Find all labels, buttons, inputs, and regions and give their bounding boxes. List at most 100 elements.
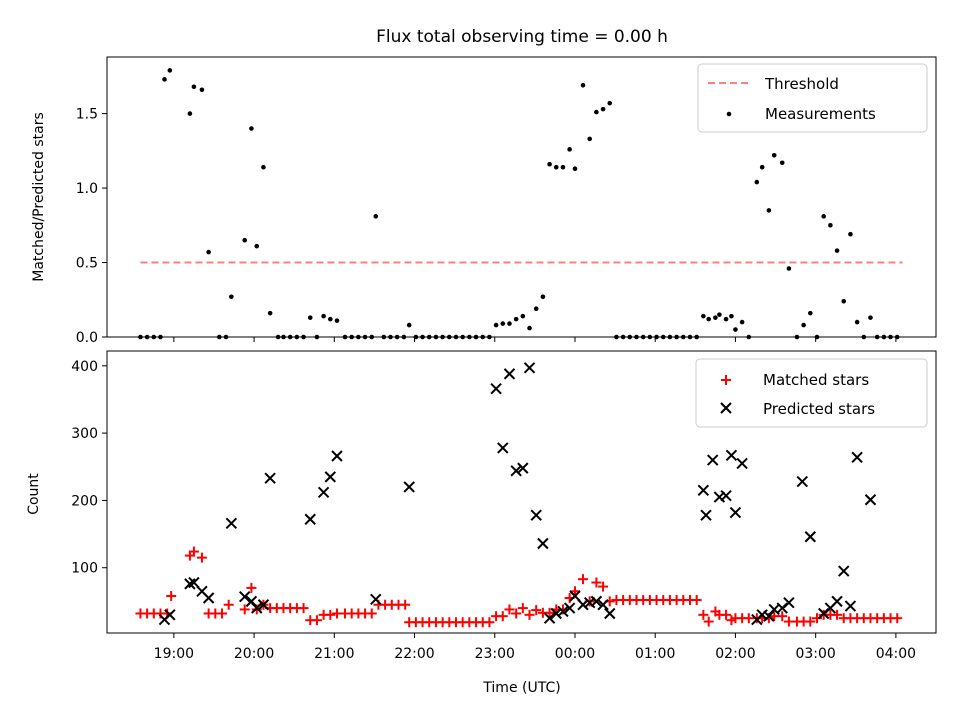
matched-star-point — [524, 609, 535, 620]
matched-star-point — [805, 616, 816, 627]
predicted-star-point — [851, 451, 863, 464]
measurement-point — [254, 243, 260, 249]
measurement-point — [779, 160, 785, 166]
predicted-star-point — [530, 509, 542, 521]
top-legend-box — [697, 63, 928, 133]
measurement-point — [560, 164, 566, 170]
bottom-y-tick-label: 100 — [71, 561, 98, 577]
predicted-star-point — [563, 602, 576, 614]
matched-star-point — [239, 604, 250, 615]
bottom-y-axis-label: Count — [26, 473, 42, 515]
measurement-point — [600, 106, 606, 112]
matched-star-point — [400, 599, 411, 610]
measurement-point — [828, 222, 833, 228]
predicted-star-point — [370, 593, 382, 606]
measurement-point — [706, 316, 711, 322]
matched-star-point — [531, 605, 542, 616]
measurement-point — [547, 161, 552, 167]
matched-star-point — [691, 595, 702, 606]
predicted-star-point — [251, 602, 263, 614]
measurement-point — [759, 164, 765, 170]
matched-star-point — [544, 607, 555, 618]
measurement-point — [533, 306, 539, 312]
matched-star-point — [311, 615, 322, 626]
predicted-star-point — [517, 462, 529, 474]
measurement-point — [507, 321, 512, 326]
x-tick-label: 02:00 — [715, 646, 755, 662]
top-y-tick-label: 1.0 — [76, 181, 98, 197]
top-y-tick-label: 0.5 — [76, 256, 98, 272]
measurement-point — [553, 164, 559, 170]
matched-star-point — [721, 609, 732, 620]
measurement-point — [821, 214, 826, 219]
matched-star-point — [832, 609, 843, 620]
matched-star-point — [246, 582, 257, 593]
bottom-legend: Matched stars Predicted stars — [695, 358, 928, 428]
predicted-star-point — [706, 454, 719, 466]
top-axes-frame — [106, 56, 937, 338]
measurement-point — [868, 315, 873, 320]
top-y-tick-label: 1.5 — [76, 107, 98, 123]
measurement-point — [229, 294, 234, 300]
predicted-legend-label: Predicted stars — [763, 400, 875, 418]
top-plot-area: 0.0 0.5 1.0 1.5 — [76, 68, 903, 346]
predicted-legend-marker — [720, 402, 732, 414]
matched-legend-marker — [721, 375, 731, 385]
predicted-star-point — [831, 595, 843, 608]
predicted-star-point — [202, 592, 215, 604]
matched-star-point — [166, 590, 177, 601]
matched-star-point — [591, 577, 602, 588]
measurement-point — [848, 231, 853, 237]
predicted-star-point — [569, 590, 581, 602]
matched-star-point — [223, 599, 234, 610]
measurement-point — [713, 315, 718, 320]
predicted-star-point — [188, 576, 200, 589]
predicted-star-point — [543, 612, 556, 624]
predicted-star-point — [304, 513, 316, 525]
predicted-star-point — [537, 537, 549, 550]
predicted-star-point — [597, 599, 609, 611]
measurement-point — [167, 68, 173, 73]
x-tick-label: 04:00 — [876, 646, 916, 662]
measurement-point — [406, 322, 412, 328]
predicted-star-point — [510, 465, 522, 477]
x-tick-label: 23:00 — [475, 646, 515, 662]
measurement-point — [786, 266, 792, 271]
bottom-y-tick-label: 400 — [71, 359, 98, 375]
matched-star-point — [511, 608, 522, 619]
measurement-point — [527, 325, 532, 331]
bottom-y-tick-label: 200 — [71, 493, 98, 509]
measurement-point — [733, 327, 738, 332]
measurement-point — [771, 152, 777, 158]
measurement-point — [841, 298, 847, 304]
predicted-star-point — [403, 481, 415, 493]
top-panel: Matched/Predicted stars 0.0 0.5 1.0 1.5 Thr… — [31, 56, 937, 346]
predicted-star-point — [264, 472, 276, 484]
x-tick-label: 19:00 — [154, 646, 194, 662]
measurement-point — [729, 313, 734, 319]
bottom-plot-area: 100 200 300 400 19:00 20:00 21:00 22:00 23:00 00:… — [71, 359, 916, 662]
top-y-axis-label: Matched/Predicted stars — [31, 112, 47, 282]
matched-star-point — [598, 581, 609, 592]
matched-legend-label: Matched stars — [763, 371, 869, 389]
x-tick-label: 21:00 — [314, 646, 354, 662]
predicted-star-point — [550, 607, 562, 620]
measurement-point — [580, 82, 586, 88]
measurement-point — [191, 84, 197, 90]
x-tick-label: 01:00 — [635, 646, 675, 662]
predicted-star-point — [736, 457, 748, 470]
matched-star-point — [504, 604, 515, 615]
measurement-point — [808, 310, 813, 316]
measurement-point — [567, 147, 572, 152]
x-tick-label: 00:00 — [555, 646, 595, 662]
bottom-legend-box — [695, 358, 928, 428]
predicted-star-point — [783, 597, 795, 609]
predicted-star-point — [604, 607, 616, 620]
matched-star-point — [703, 616, 714, 627]
top-y-tick-label: 0.0 — [76, 330, 98, 346]
measurement-point — [206, 249, 211, 255]
measurement-point — [766, 208, 772, 213]
measurement-point — [187, 111, 193, 116]
measurement-point — [513, 316, 519, 322]
bottom-axes-frame — [106, 350, 937, 634]
